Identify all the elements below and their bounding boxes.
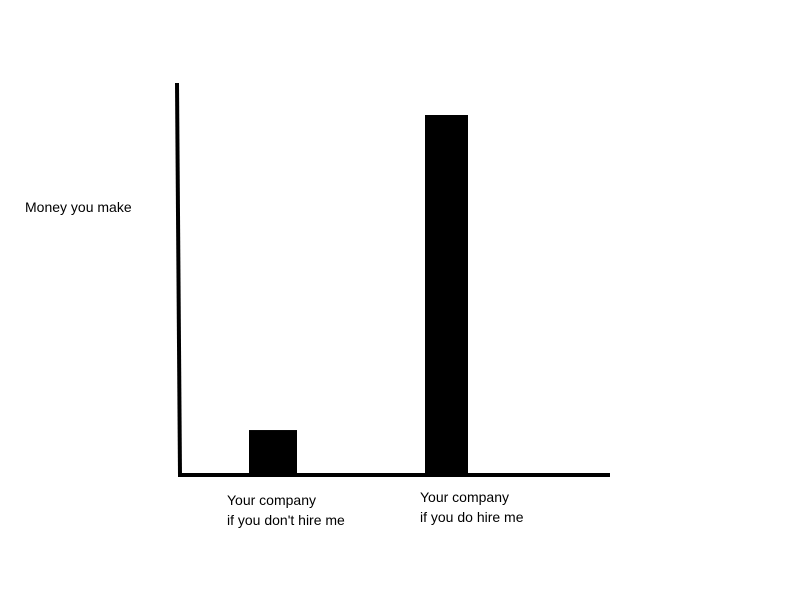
category-label-1-line-2: if you do hire me <box>420 509 524 525</box>
category-label-1: Your company if you do hire me <box>420 487 524 527</box>
category-label-0-line-1: Your company <box>227 492 316 508</box>
y-axis-label: Money you make <box>25 199 132 215</box>
bars <box>249 115 468 473</box>
category-label-0: Your company if you don't hire me <box>227 490 345 530</box>
y-axis <box>175 82 182 477</box>
bar-1 <box>425 115 468 473</box>
axes <box>175 82 610 477</box>
category-label-1-line-1: Your company <box>420 489 509 505</box>
bar-0 <box>249 430 297 473</box>
category-label-0-line-2: if you don't hire me <box>227 512 345 528</box>
